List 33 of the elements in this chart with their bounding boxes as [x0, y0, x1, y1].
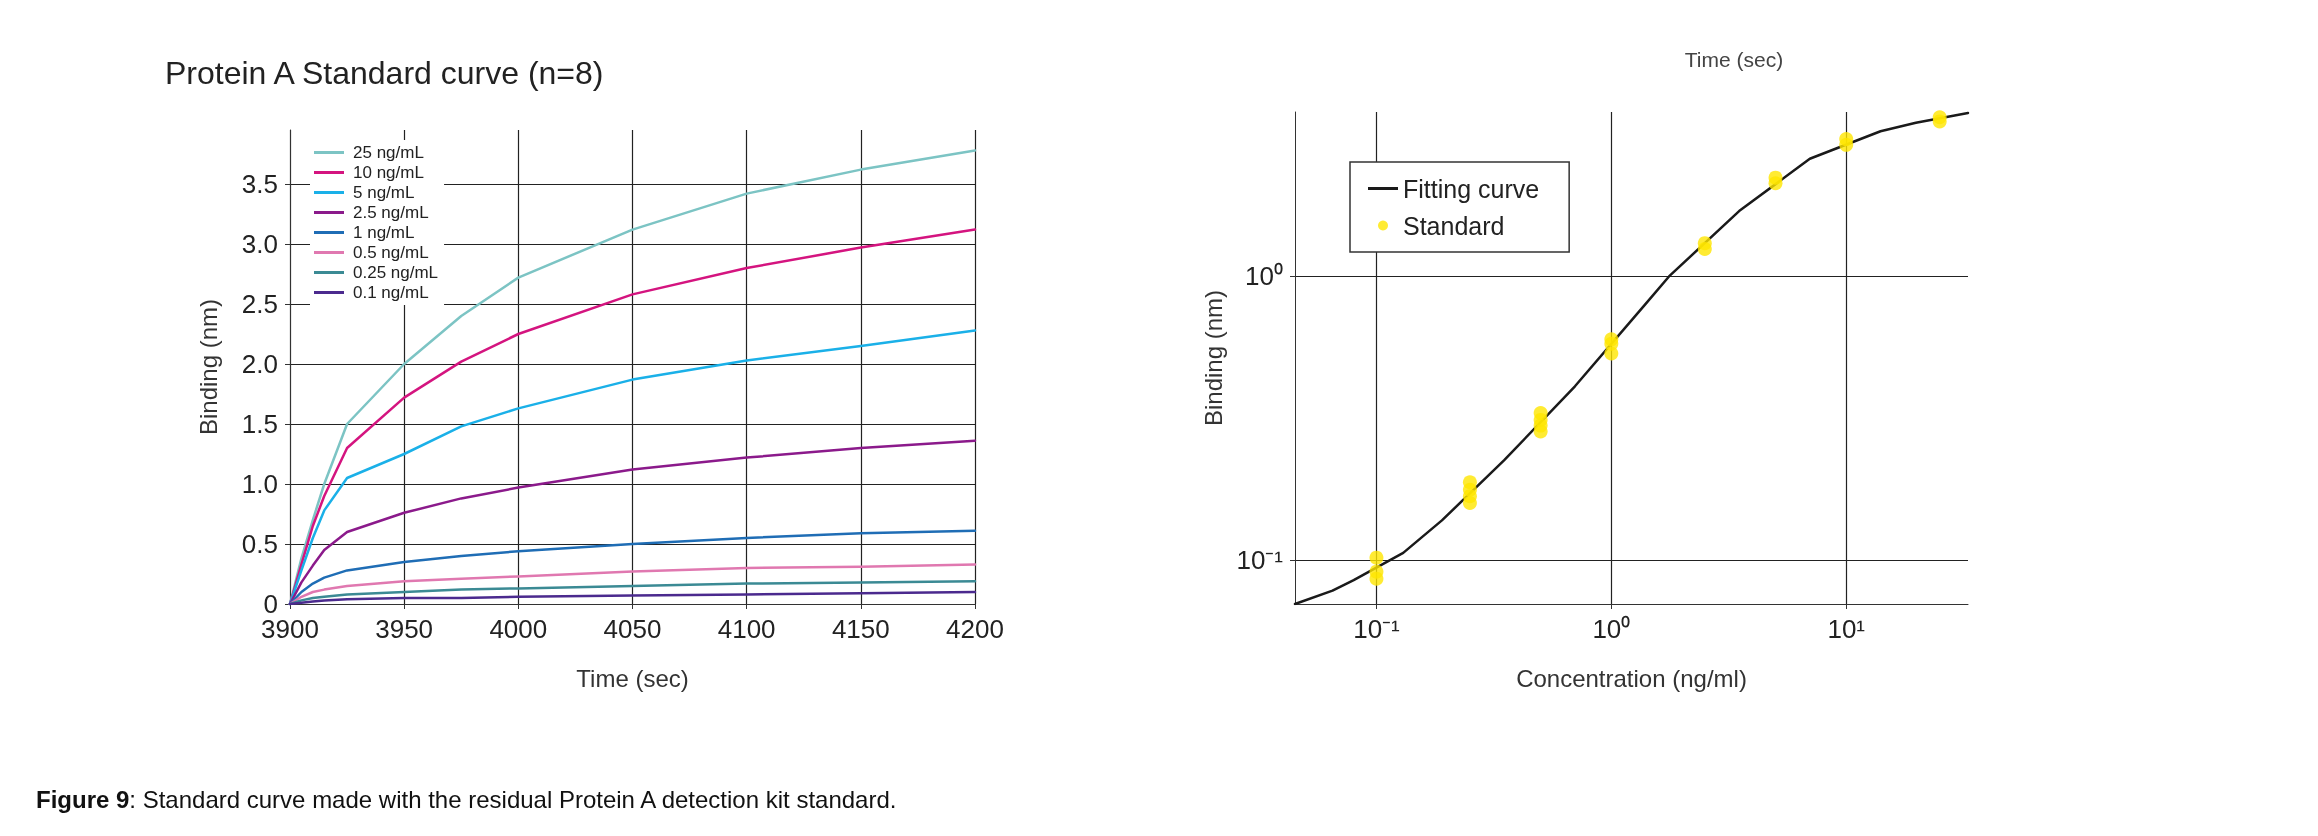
x-tick-label: 10⁻¹	[1353, 614, 1401, 644]
legend-label: 25 ng/mL	[353, 143, 424, 162]
x-tick-label: 4200	[946, 614, 1004, 644]
y-tick-label: 1.0	[241, 469, 278, 499]
x-axis-title: Time (sec)	[576, 664, 689, 692]
x-tick-label: 10¹	[1827, 614, 1866, 644]
y-tick-label: 2.5	[241, 289, 278, 319]
y-tick-label: 3.0	[241, 229, 278, 259]
y-axis-title: Binding (nm)	[1199, 289, 1227, 427]
legend-label: Standard	[1403, 211, 1505, 240]
x-tick-label: 4100	[717, 614, 776, 644]
y-tick-label: 1.5	[241, 409, 278, 439]
legend-label: 2.5 ng/mL	[353, 203, 429, 222]
chart-title: Time (sec)	[1684, 48, 1784, 71]
x-tick-label: 10⁰	[1592, 614, 1631, 644]
chart-title: Protein A Standard curve (n=8)	[165, 55, 604, 91]
x-tick-label: 4000	[489, 614, 548, 644]
x-axis-title: Concentration (ng/ml)	[1516, 664, 1747, 692]
legend-label: 0.25 ng/mL	[353, 263, 439, 282]
caption: Figure 9: Standard curve made with the residual Protein A detection kit standard.	[36, 786, 897, 814]
legend-label: Fitting curve	[1403, 174, 1540, 203]
y-axis-title: Binding (nm)	[194, 298, 222, 436]
y-tick-label: 0.5	[241, 529, 278, 559]
x-tick-label: 4150	[831, 614, 890, 644]
x-tick-label: 4050	[603, 614, 662, 644]
legend-label: 10 ng/mL	[353, 163, 424, 182]
legend-label: 0.5 ng/mL	[353, 243, 429, 262]
legend-label: 0.1 ng/mL	[353, 283, 429, 302]
y-tick-label: 3.5	[241, 169, 278, 199]
y-tick-label: 2.0	[241, 349, 278, 379]
legend-label: 1 ng/mL	[353, 223, 415, 242]
legend-label: 5 ng/mL	[353, 183, 415, 202]
x-tick-label: 3950	[375, 614, 434, 644]
